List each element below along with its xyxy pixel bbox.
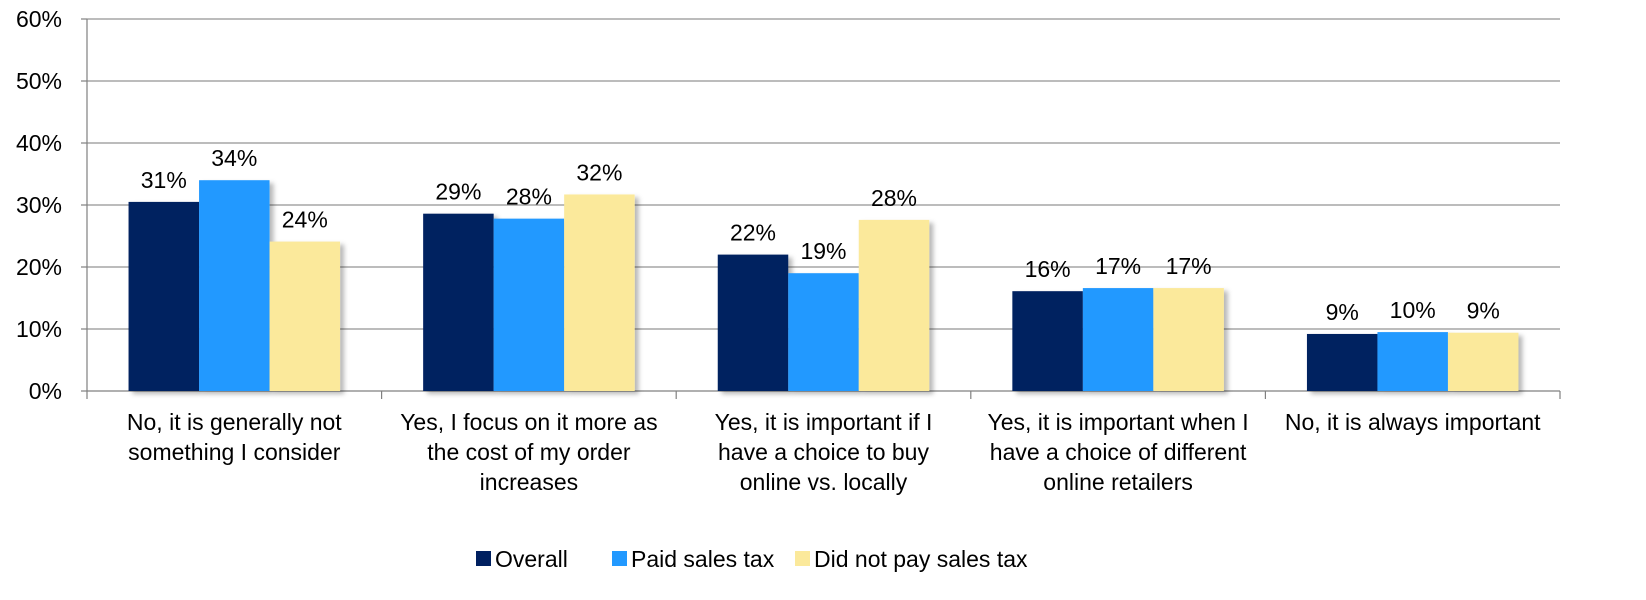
bar [1447, 332, 1519, 391]
bar [1306, 333, 1378, 391]
legend-swatch [612, 551, 627, 566]
y-tick-label: 20% [16, 254, 62, 280]
bar [788, 273, 859, 391]
y-tick-label: 50% [16, 68, 62, 94]
data-label: 24% [282, 207, 328, 233]
data-label: 19% [800, 238, 846, 264]
category-label: No, it is always important [1285, 409, 1541, 435]
bars [128, 180, 1519, 391]
category-label: increases [480, 469, 578, 495]
data-label: 29% [435, 179, 481, 205]
category-label: online retailers [1043, 469, 1193, 495]
bar [493, 218, 565, 391]
legend-label: Paid sales tax [631, 546, 775, 572]
legend-label: Did not pay sales tax [814, 546, 1028, 572]
bar [128, 201, 200, 391]
y-tick-label: 40% [16, 130, 62, 156]
legend-swatch [795, 551, 810, 566]
legend-label: Overall [495, 546, 568, 572]
category-label: Yes, I focus on it more as [400, 409, 657, 435]
tick-labels: 0% 10% 20% 30% 40% 50% 60% [16, 6, 62, 404]
bar [1082, 288, 1154, 391]
data-label: 28% [506, 184, 552, 210]
category-label: No, it is generally not [127, 409, 342, 435]
y-tick-label: 10% [16, 316, 62, 342]
y-tick-label: 60% [16, 6, 62, 32]
data-label: 22% [730, 220, 776, 246]
data-label: 9% [1326, 299, 1359, 325]
legend: Overall Paid sales tax Did not pay sales t… [476, 546, 1028, 572]
category-label: Yes, it is important when I [987, 409, 1248, 435]
data-label: 17% [1095, 253, 1141, 279]
category-labels: No, it is generally not something I consi… [127, 409, 1541, 495]
bar [423, 213, 494, 391]
bar [717, 254, 789, 391]
category-label: have a choice to buy [718, 439, 929, 465]
y-tick-label: 30% [16, 192, 62, 218]
bar [858, 219, 930, 391]
data-label: 31% [141, 167, 187, 193]
bar [1012, 291, 1083, 391]
category-label: something I consider [128, 439, 341, 465]
bar [199, 180, 270, 391]
category-label: have a choice of different [990, 439, 1247, 465]
data-label: 9% [1467, 298, 1500, 324]
data-label: 28% [871, 185, 917, 211]
data-label: 17% [1166, 253, 1212, 279]
bar [1377, 332, 1448, 391]
data-label: 34% [211, 145, 257, 171]
data-label: 16% [1025, 256, 1071, 282]
data-label: 32% [576, 159, 622, 185]
bar [1153, 288, 1224, 391]
category-label: online vs. locally [740, 469, 908, 495]
category-label: Yes, it is important if I [715, 409, 933, 435]
data-label: 10% [1390, 297, 1436, 323]
bar [269, 241, 341, 391]
y-tick-label: 0% [29, 378, 62, 404]
category-label: the cost of my order [427, 439, 631, 465]
bar [564, 194, 635, 391]
data-labels: 31% 34% 24% 29% 28% 32% 22% 19% 28% 16% 17% 17% 9% 10… [141, 145, 1500, 325]
legend-swatch [476, 551, 491, 566]
